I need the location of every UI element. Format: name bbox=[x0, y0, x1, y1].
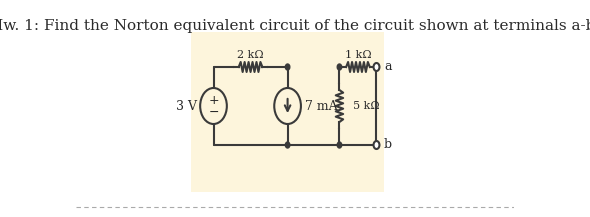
Text: 1 kΩ: 1 kΩ bbox=[345, 50, 371, 60]
Bar bbox=[191, 32, 384, 192]
Text: 5 kΩ: 5 kΩ bbox=[353, 101, 379, 111]
Circle shape bbox=[286, 64, 290, 70]
Circle shape bbox=[337, 64, 342, 70]
Circle shape bbox=[286, 142, 290, 148]
Text: a: a bbox=[384, 61, 391, 74]
Text: b: b bbox=[384, 138, 392, 151]
Text: 7 mA: 7 mA bbox=[306, 100, 338, 112]
Text: +: + bbox=[208, 94, 219, 107]
Circle shape bbox=[337, 142, 342, 148]
Text: Hw. 1: Find the Norton equivalent circuit of the circuit shown at terminals a-b.: Hw. 1: Find the Norton equivalent circui… bbox=[0, 19, 590, 33]
Circle shape bbox=[373, 63, 379, 71]
Circle shape bbox=[373, 141, 379, 149]
Text: 2 kΩ: 2 kΩ bbox=[237, 50, 264, 60]
Text: 3 V: 3 V bbox=[176, 100, 197, 112]
Text: −: − bbox=[208, 105, 219, 118]
